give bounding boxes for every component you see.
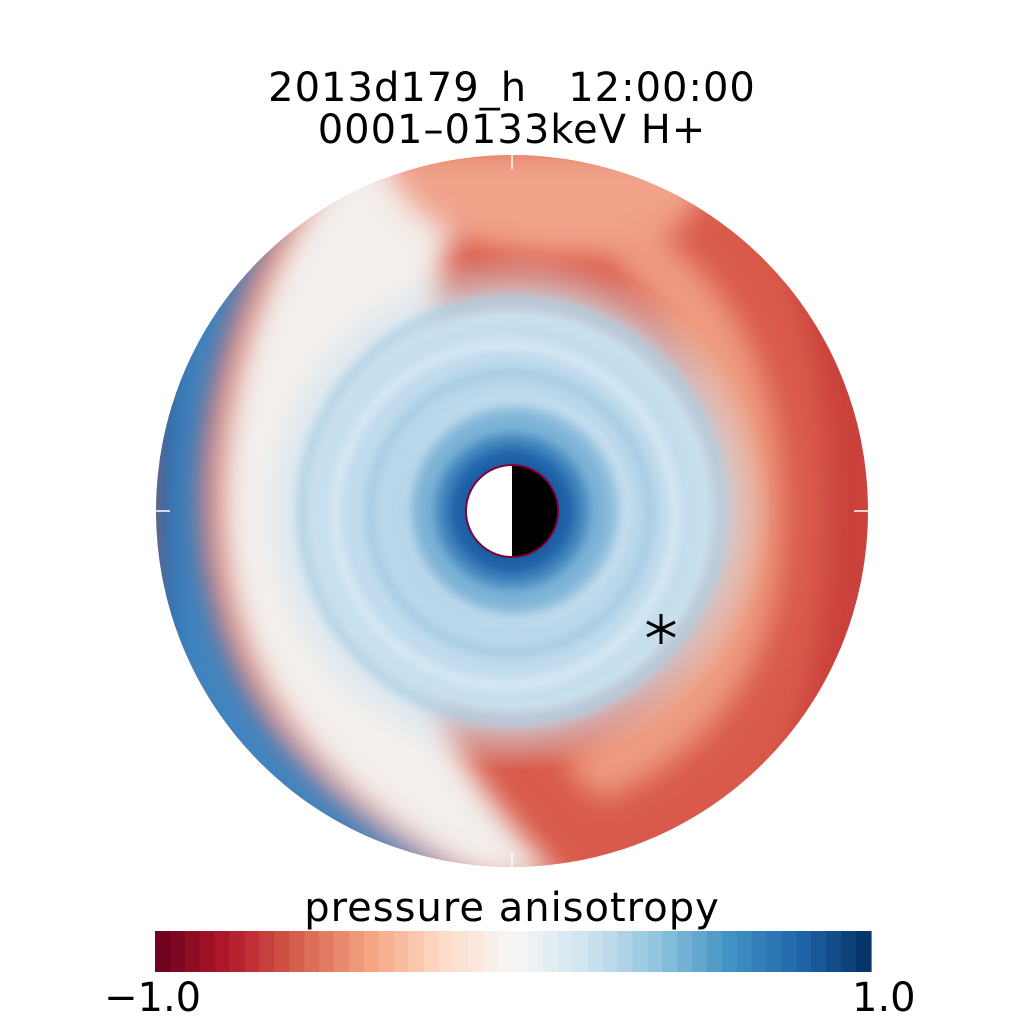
colorbar-step (736, 931, 753, 972)
colorbar-step (811, 931, 827, 972)
colorbar-step (184, 931, 201, 972)
planet-icon (465, 464, 559, 558)
colorbar-step (453, 931, 469, 972)
asterisk-icon (646, 614, 676, 644)
colorbar-step (229, 931, 246, 972)
colorbar-step (468, 931, 484, 972)
colorbar-step (841, 931, 857, 972)
colorbar-step (348, 931, 365, 972)
colorbar-step (721, 931, 738, 972)
colorbar-step (423, 931, 440, 972)
colorbar-step (319, 931, 335, 972)
colorbar-step (513, 931, 529, 972)
colorbar-step (617, 931, 633, 972)
colorbar-step (438, 931, 454, 972)
colorbar-step (632, 931, 648, 972)
colorbar-step (796, 931, 812, 972)
colorbar-step (199, 931, 216, 972)
colorbar-max-label: 1.0 (852, 975, 916, 1021)
colorbar-step (692, 931, 708, 972)
colorbar-step (378, 931, 395, 972)
colorbar-step (706, 931, 723, 972)
plot-title-line1: 2013d179_h 12:00:00 (268, 65, 756, 111)
colorbar-step (274, 931, 290, 972)
colorbar-step (572, 931, 589, 972)
colorbar-step (766, 931, 783, 972)
colorbar-step (602, 931, 619, 972)
colorbar-step (542, 931, 559, 972)
colorbar-step (677, 931, 693, 972)
colorbar-step (304, 931, 320, 972)
colorbar-step (647, 931, 663, 972)
colorbar-step (363, 931, 380, 972)
plot-title-line2: 0001–0133keV H+ (317, 107, 707, 153)
colorbar-step (483, 931, 499, 972)
colorbar-step (662, 931, 678, 972)
colorbar (155, 931, 872, 972)
colorbar-label: pressure anisotropy (304, 885, 720, 931)
colorbar-step (751, 931, 768, 972)
colorbar-step (169, 931, 186, 972)
colorbar-step (498, 931, 514, 972)
colorbar-step (334, 931, 350, 972)
colorbar-step (856, 931, 872, 972)
colorbar-step (259, 931, 275, 972)
colorbar-step (557, 931, 574, 972)
colorbar-step (244, 931, 261, 972)
colorbar-step (214, 931, 231, 972)
colorbar-min-label: −1.0 (104, 975, 202, 1021)
colorbar-step (781, 931, 798, 972)
colorbar-step (393, 931, 410, 972)
ring-structures (297, 296, 727, 726)
colorbar-step (527, 931, 544, 972)
axis-ticks (156, 155, 868, 867)
colorbar-step (155, 931, 171, 972)
colorbar-step (289, 931, 305, 972)
colorbar-step (587, 931, 604, 972)
colorbar-step (408, 931, 425, 972)
colorbar-step (826, 931, 842, 972)
